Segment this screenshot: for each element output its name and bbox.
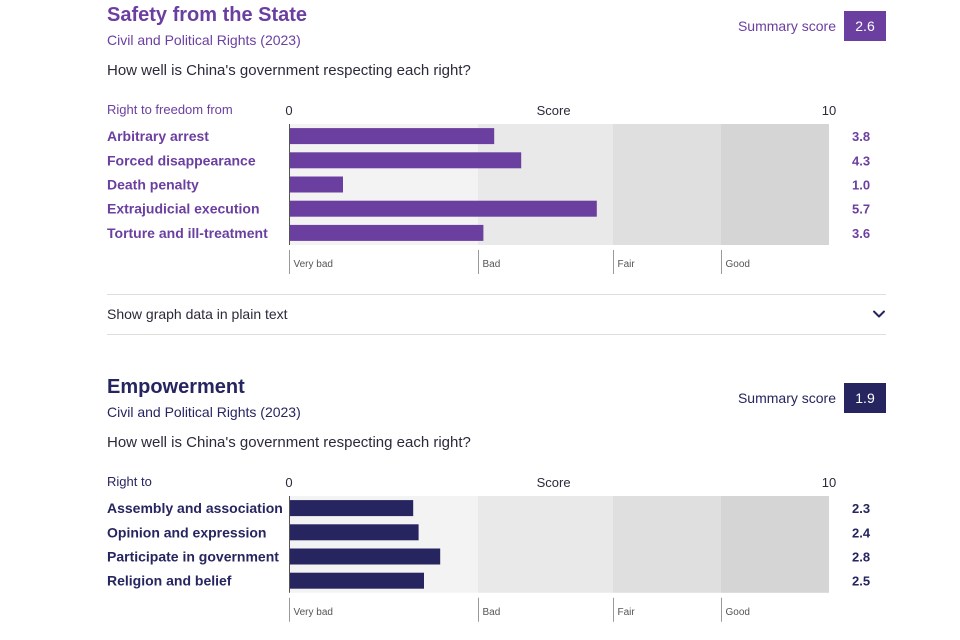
summary-score: Summary score 2.6 — [738, 11, 886, 41]
bar — [290, 128, 495, 145]
question-text: How well is China's government respectin… — [107, 62, 471, 79]
section-title: Empowerment — [107, 376, 245, 398]
band-label: Very bad — [294, 607, 333, 618]
data-label: 2.5 — [852, 574, 870, 589]
summary-score-label: Summary score — [737, 18, 836, 34]
band-fair — [613, 124, 721, 245]
summary-score: Summary score 1.9 — [738, 383, 886, 413]
category-label: Participate in government — [107, 549, 279, 565]
category-label: Opinion and expression — [107, 524, 266, 540]
x-tick-label: 0 — [285, 475, 292, 490]
bar — [290, 524, 419, 541]
bar — [290, 176, 343, 193]
summary-score-label: Summary score — [737, 390, 836, 406]
x-axis-label: Score — [537, 103, 571, 118]
section-title: Safety from the State — [107, 4, 308, 26]
bar — [290, 548, 441, 565]
category-column-header: Right to freedom from — [107, 102, 233, 117]
bar — [290, 500, 414, 517]
summary-score-value: 2.6 — [844, 11, 886, 41]
x-tick-label: 10 — [822, 475, 836, 490]
x-tick-label: 0 — [285, 103, 292, 118]
divider — [107, 334, 886, 335]
section-empowerment: Empowerment Civil and Political Rights (… — [107, 372, 886, 640]
band-label: Bad — [483, 259, 501, 270]
rights-bar-chart: 0 10 Score Assembly and association 2.3 Opini… — [107, 475, 871, 622]
bar — [290, 152, 522, 169]
show-plain-text-toggle[interactable]: Show graph data in plain text — [107, 294, 886, 334]
rights-bar-chart: 0 10 Score Arbitrary arrest 3.8 Forced disapp… — [107, 103, 870, 274]
data-label: 2.3 — [852, 501, 870, 516]
category-label: Death penalty — [107, 177, 199, 193]
band-bad — [478, 496, 613, 593]
data-label: 4.3 — [852, 153, 870, 168]
x-axis-label: Score — [537, 475, 571, 490]
bar — [290, 200, 597, 217]
divider — [107, 294, 886, 295]
band-label: Bad — [483, 607, 501, 618]
chevron-down-icon — [873, 310, 885, 318]
band-label: Fair — [618, 259, 636, 270]
bar — [290, 224, 484, 241]
band-label: Fair — [618, 607, 636, 618]
data-label: 2.8 — [852, 550, 870, 565]
category-label: Arbitrary arrest — [107, 128, 209, 144]
data-label: 5.7 — [852, 202, 870, 217]
category-label: Torture and ill-treatment — [107, 225, 268, 241]
summary-score-value: 1.9 — [844, 383, 886, 413]
data-label: 3.8 — [852, 129, 870, 144]
x-tick-label: 10 — [822, 103, 836, 118]
category-label: Forced disappearance — [107, 152, 256, 168]
plain-text-toggle-label: Show graph data in plain text — [107, 306, 288, 322]
data-label: 3.6 — [852, 226, 870, 241]
category-column-header: Right to — [107, 474, 152, 489]
band-label: Very bad — [294, 259, 333, 270]
data-label: 2.4 — [852, 525, 871, 540]
section-safety-from-the-state: Safety from the State Civil and Politica… — [107, 0, 886, 340]
section-subtitle: Civil and Political Rights (2023) — [107, 404, 301, 420]
band-bad — [478, 124, 613, 245]
category-label: Religion and belief — [107, 573, 232, 589]
band-label: Good — [726, 259, 750, 270]
category-label: Extrajudicial execution — [107, 201, 260, 217]
bar — [290, 572, 424, 589]
section-subtitle: Civil and Political Rights (2023) — [107, 32, 301, 48]
question-text: How well is China's government respectin… — [107, 434, 471, 451]
band-good — [721, 124, 829, 245]
band-label: Good — [726, 607, 750, 618]
category-label: Assembly and association — [107, 500, 283, 516]
band-fair — [613, 496, 721, 593]
band-good — [721, 496, 829, 593]
data-label: 1.0 — [852, 178, 870, 193]
